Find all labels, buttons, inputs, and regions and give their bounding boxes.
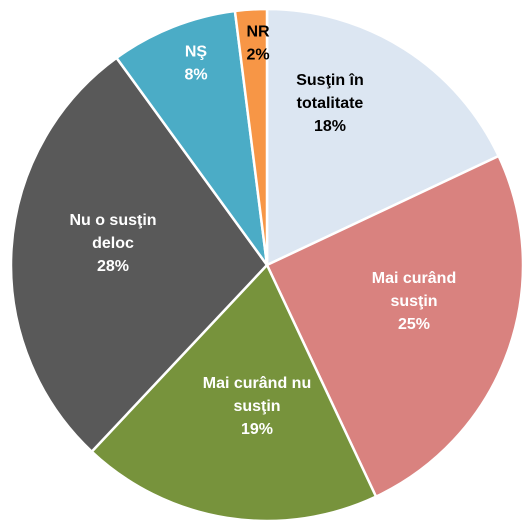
value-label: 18% — [314, 118, 346, 135]
pie-slice — [265, 154, 523, 499]
slice-label: NR — [246, 24, 270, 41]
pie-slice — [9, 56, 269, 454]
label-line: NR — [246, 24, 270, 41]
slice-label: Nu o susţin deloc — [69, 212, 156, 252]
label-line: deloc — [92, 235, 134, 252]
value-label: 25% — [398, 316, 430, 333]
value-label: 2% — [246, 47, 269, 64]
value-label: 8% — [184, 67, 207, 84]
label-line: Mai curând — [372, 270, 456, 287]
label-line: susţin — [390, 293, 437, 310]
value-label: 19% — [241, 421, 273, 438]
value-label: 28% — [97, 258, 129, 275]
label-line: totalitate — [297, 95, 364, 112]
pie-slice — [233, 7, 269, 266]
slice-label: NŞ — [185, 44, 208, 61]
label-line: Mai curând nu — [203, 375, 311, 392]
label-line: susţin — [233, 398, 280, 415]
slice-label: Mai curând nu susţin — [203, 375, 311, 415]
pie-slice — [114, 9, 269, 266]
pie-slice — [89, 262, 378, 523]
label-line: NŞ — [185, 44, 208, 61]
label-line: Nu o susţin — [69, 212, 156, 229]
pie-slice — [265, 7, 501, 267]
slice-label: Mai curând susţin — [372, 270, 456, 310]
label-line: Susţin în — [296, 72, 364, 89]
slice-label: Susţin în totalitate — [296, 72, 364, 112]
